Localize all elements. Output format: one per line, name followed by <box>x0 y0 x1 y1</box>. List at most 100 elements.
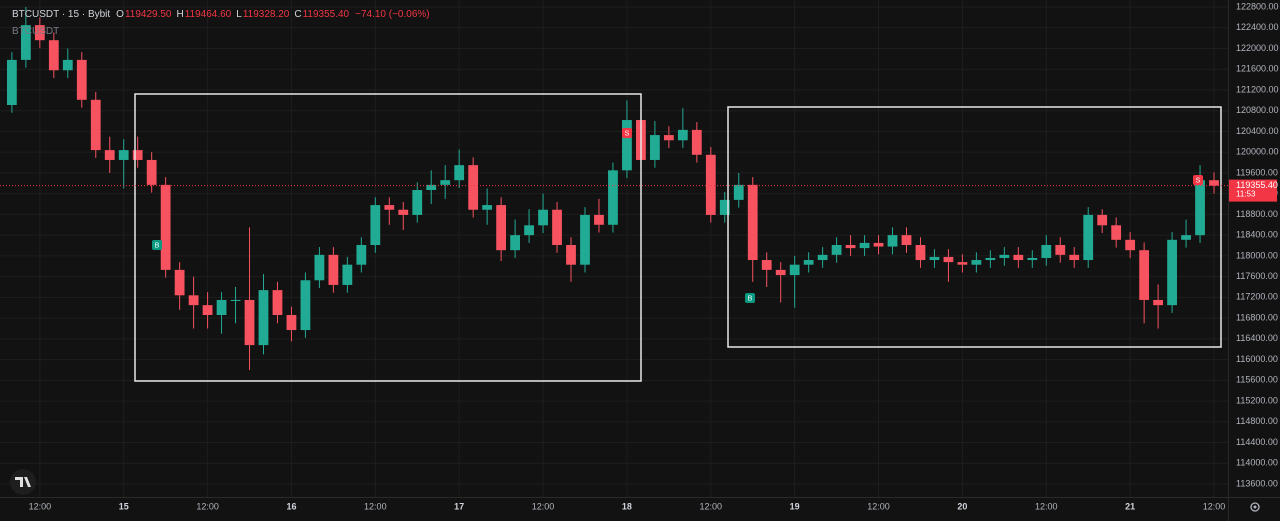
candle-body <box>230 299 241 301</box>
bar-countdown: 11:53 <box>1236 190 1256 199</box>
candle-body <box>999 254 1010 258</box>
x-tick-label: 17 <box>454 501 464 511</box>
candle-body <box>1055 245 1066 255</box>
signal-marker: B <box>745 293 755 303</box>
candle-body <box>202 305 213 315</box>
ohlc-value: 119328.20 <box>242 9 290 20</box>
x-tick-label: 12:00 <box>700 501 723 511</box>
ohlc-key: O <box>116 9 124 20</box>
candle-body <box>468 165 479 210</box>
ohlc-values: O119429.50 H119464.60 L119328.20 C119355.40 <box>116 9 349 20</box>
candle-body <box>90 99 101 151</box>
candle-body <box>174 269 185 296</box>
candle-body <box>1027 257 1038 261</box>
candle-body <box>524 225 534 236</box>
drawing-rectangle[interactable] <box>134 93 642 382</box>
candle-body <box>482 205 493 210</box>
candle-body <box>775 269 786 276</box>
y-tick-label: 114800.00 <box>1236 416 1278 426</box>
y-tick-label: 120400.00 <box>1236 126 1279 136</box>
candle-body <box>1097 214 1108 226</box>
candle-body <box>76 59 87 100</box>
ohlc-item: O119429.50 <box>116 9 171 20</box>
signal-marker: B <box>152 240 162 250</box>
ohlc-value: 119429.50 <box>124 9 172 20</box>
candles <box>6 7 1219 370</box>
last-price-box <box>1229 179 1277 202</box>
y-tick-label: 118400.00 <box>1236 230 1278 240</box>
candle-body <box>622 120 632 171</box>
candle-body <box>985 257 996 261</box>
candle-body <box>929 256 940 261</box>
candle-body <box>1013 254 1024 261</box>
ohlc-value: 119355.40 <box>302 9 350 20</box>
x-tick-label: 12:00 <box>364 501 387 511</box>
y-tick-label: 115600.00 <box>1236 375 1278 385</box>
indicator-label[interactable]: BTCUSDT <box>12 26 60 37</box>
candle-body <box>510 235 520 251</box>
candle-body <box>887 235 898 247</box>
candle-body <box>1209 180 1219 186</box>
symbol-legend: BTCUSDT · 15 · Bybit O119429.50 H119464.6… <box>12 9 430 20</box>
candle-body <box>440 180 451 185</box>
last-price-label: 119355.40 <box>1236 180 1278 190</box>
x-tick-label: 12:00 <box>29 501 52 511</box>
candle-body <box>6 59 17 105</box>
y-tick-label: 116400.00 <box>1236 333 1278 343</box>
candle-body <box>398 209 409 215</box>
candle-body <box>957 262 968 265</box>
x-tick-label: 15 <box>119 501 129 511</box>
y-tick-label: 116800.00 <box>1236 312 1278 322</box>
drawing-rectangle[interactable] <box>727 106 1222 348</box>
tradingview-logo[interactable] <box>10 469 36 495</box>
ohlc-key: C <box>294 9 302 20</box>
y-tick-label: 120000.00 <box>1236 147 1279 157</box>
candle-body <box>62 59 73 71</box>
candle-body <box>1041 245 1052 258</box>
candle-body <box>132 150 143 160</box>
y-tick-label: 119600.00 <box>1236 167 1278 177</box>
candle-body <box>258 290 269 346</box>
y-tick-label: 121600.00 <box>1236 64 1279 74</box>
candle-body <box>1181 235 1191 240</box>
y-tick-label: 117200.00 <box>1236 292 1278 302</box>
candle-body <box>454 165 465 181</box>
candle-body <box>1167 239 1177 306</box>
marker-label: S <box>1196 177 1201 184</box>
candle-body <box>188 295 199 306</box>
x-tick-label: 12:00 <box>1035 501 1058 511</box>
settings-icon[interactable] <box>1250 502 1260 512</box>
y-tick-label: 122000.00 <box>1236 43 1279 53</box>
y-tick-label: 113600.00 <box>1236 478 1278 488</box>
candle-body <box>272 290 283 315</box>
ohlc-item: H119464.60 <box>176 9 231 20</box>
candle-body <box>1139 250 1150 300</box>
candle-body <box>20 25 31 60</box>
y-tick-label: 114400.00 <box>1236 437 1278 447</box>
x-tick-label: 12:00 <box>867 501 890 511</box>
y-tick-label: 116000.00 <box>1236 354 1278 364</box>
candle-body <box>803 260 814 265</box>
candle-body <box>328 254 339 285</box>
candle-body <box>859 242 870 249</box>
candle-body <box>1125 239 1136 251</box>
marker-label: B <box>155 242 160 249</box>
y-tick-label: 122400.00 <box>1236 22 1279 32</box>
x-tick-label: 12:00 <box>532 501 555 511</box>
candle-body <box>538 209 548 226</box>
candle-body <box>342 264 353 285</box>
x-tick-label: 21 <box>1125 501 1135 511</box>
candle-body <box>1111 225 1122 240</box>
ohlc-key: H <box>176 9 184 20</box>
marker-label: B <box>748 295 753 302</box>
symbol-title[interactable]: BTCUSDT · 15 · Bybit <box>12 9 111 20</box>
candle-body <box>160 184 171 270</box>
y-tick-label: 122800.00 <box>1236 1 1279 11</box>
candle-body <box>580 214 590 265</box>
price-change: −74.10 (−0.06%) <box>355 9 430 20</box>
candle-body <box>496 205 507 251</box>
candle-body <box>594 214 604 225</box>
candle-body <box>356 245 367 265</box>
